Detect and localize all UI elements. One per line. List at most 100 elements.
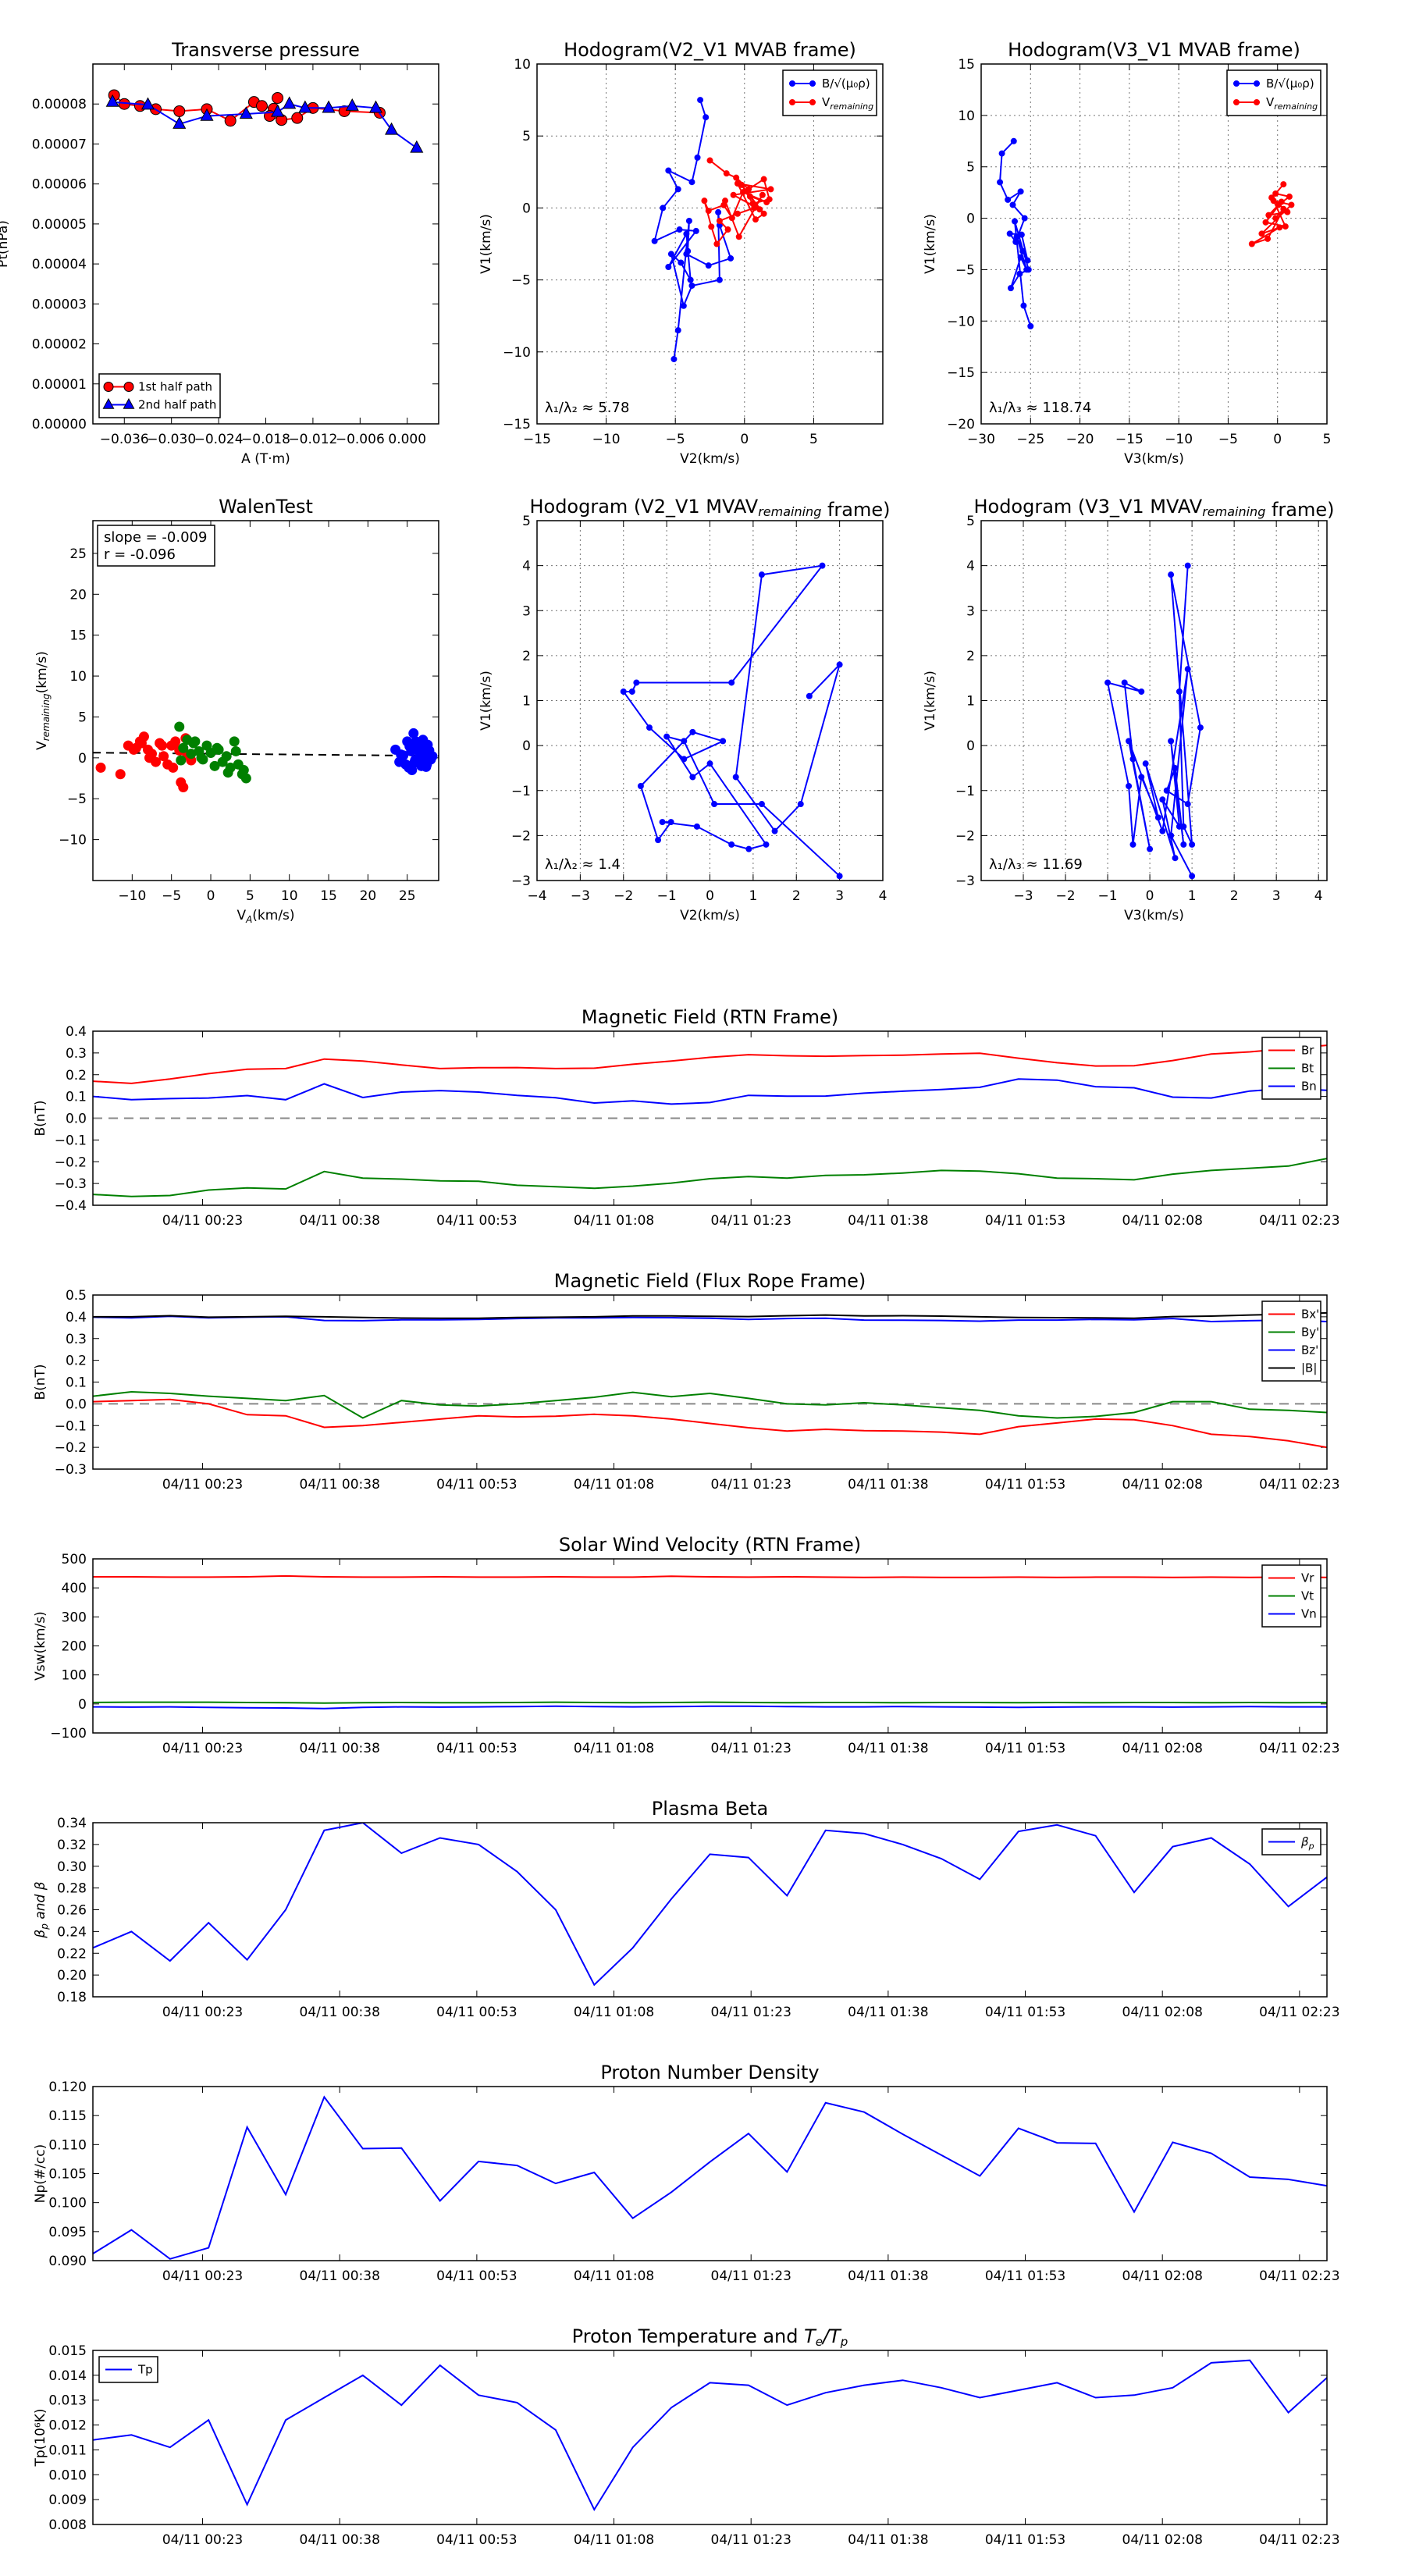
y-tick-label: 0 bbox=[522, 201, 531, 216]
chart-title: Magnetic Field (RTN Frame) bbox=[582, 1006, 838, 1028]
x-tick-label: 04/11 01:53 bbox=[985, 1213, 1065, 1229]
x-tick-label: 04/11 01:53 bbox=[985, 1477, 1065, 1493]
x-tick-label: 3 bbox=[835, 888, 844, 904]
data-point bbox=[1012, 238, 1019, 245]
data-point bbox=[209, 760, 220, 771]
chart-walen: −10 −5 0 5 10 15 20 25 −10 −5 0 5 10 15 20 25 WalenTest V… bbox=[34, 496, 439, 925]
data-point bbox=[998, 150, 1005, 157]
legend-label: 1st half path bbox=[138, 380, 212, 394]
chart-title: Hodogram(V3_V1 MVAB frame) bbox=[1008, 39, 1300, 61]
x-tick-label: 2 bbox=[792, 888, 801, 904]
data-point bbox=[689, 774, 696, 781]
data-point bbox=[1104, 679, 1112, 686]
data-point bbox=[670, 356, 678, 363]
x-tick-label: −0.006 bbox=[336, 432, 385, 447]
x-tick-label: 04/11 02:23 bbox=[1259, 2005, 1339, 2020]
y-tick-label: 0.28 bbox=[57, 1881, 87, 1897]
data-point bbox=[221, 751, 232, 762]
data-point bbox=[140, 97, 155, 110]
data-point bbox=[1017, 188, 1024, 195]
x-tick-label: 04/11 02:08 bbox=[1122, 1213, 1203, 1229]
y-tick-label: −0.3 bbox=[55, 1462, 87, 1478]
x-tick-label: 04/11 01:23 bbox=[711, 1477, 791, 1493]
x-tick-label: 04/11 00:53 bbox=[436, 1213, 517, 1229]
x-tick-label: 04/11 01:23 bbox=[711, 2268, 791, 2284]
data-point bbox=[1168, 832, 1175, 839]
y-tick-label: 0.015 bbox=[48, 2343, 87, 2359]
data-point bbox=[174, 721, 185, 732]
data-point bbox=[1017, 254, 1024, 261]
data-point bbox=[1138, 688, 1145, 695]
x-tick-label: 04/11 00:38 bbox=[300, 2005, 380, 2020]
y-tick-label: −20 bbox=[947, 417, 975, 432]
y-tick-label: 15 bbox=[69, 628, 87, 644]
y-tick-label: −5 bbox=[955, 262, 975, 278]
legend-marker bbox=[809, 99, 816, 105]
data-point bbox=[836, 873, 843, 880]
axes-frame bbox=[536, 520, 884, 881]
data-point bbox=[724, 226, 731, 233]
y-tick-label: 0.20 bbox=[57, 1968, 87, 1984]
data-point bbox=[105, 94, 119, 107]
data-point bbox=[689, 728, 696, 735]
data-point bbox=[1016, 270, 1023, 277]
data-point bbox=[298, 100, 312, 113]
data-point bbox=[1264, 235, 1272, 242]
data-point bbox=[730, 191, 737, 198]
y-tick-label: 400 bbox=[62, 1581, 87, 1596]
data-point bbox=[291, 112, 304, 124]
plot-area bbox=[93, 521, 439, 881]
data-point bbox=[1168, 738, 1175, 745]
data-point bbox=[1020, 302, 1027, 309]
y-axis-label: Np(#/cc) bbox=[33, 2144, 48, 2203]
data-point bbox=[1184, 801, 1191, 808]
x-tick-label: 04/11 00:23 bbox=[162, 2268, 243, 2284]
y-tick-label: 0.22 bbox=[57, 1946, 87, 1962]
legend-marker bbox=[1233, 99, 1240, 105]
data-point bbox=[694, 154, 701, 161]
y-axis-label: V1(km/s) bbox=[478, 214, 494, 274]
chart-beta: 04/11 00:23 04/11 00:38 04/11 00:53 04/11 0… bbox=[33, 1798, 1340, 2020]
data-point bbox=[1176, 688, 1183, 695]
legend-label: Bt bbox=[1301, 1062, 1314, 1076]
data-point bbox=[1270, 197, 1277, 205]
y-tick-label: −0.2 bbox=[55, 1155, 87, 1170]
data-point bbox=[222, 767, 233, 778]
axes-frame bbox=[92, 1294, 1328, 1470]
data-point bbox=[1142, 760, 1149, 767]
data-point bbox=[1154, 814, 1161, 821]
data-point bbox=[728, 679, 735, 686]
x-tick-label: 04/11 01:53 bbox=[985, 1741, 1065, 1756]
legend-label: Vn bbox=[1301, 1607, 1317, 1621]
data-point bbox=[1189, 841, 1196, 848]
data-point bbox=[651, 237, 658, 244]
axes-frame bbox=[92, 2350, 1328, 2525]
x-axis-label: V2(km/s) bbox=[680, 908, 740, 923]
y-tick-label: −1 bbox=[511, 784, 531, 799]
series-line-Bz' bbox=[93, 1315, 1327, 1323]
y-tick-label: 0 bbox=[522, 738, 531, 754]
data-point bbox=[705, 262, 712, 269]
y-tick-label: −100 bbox=[50, 1726, 87, 1742]
y-tick-label: 0.100 bbox=[48, 2196, 87, 2211]
x-tick-label: 0 bbox=[207, 888, 215, 904]
x-tick-label: 04/11 00:23 bbox=[162, 2005, 243, 2020]
data-point bbox=[322, 100, 336, 113]
chart-title: Magnetic Field (Flux Rope Frame) bbox=[554, 1270, 866, 1292]
y-tick-label: 0.00001 bbox=[32, 377, 87, 393]
y-tick-label: 5 bbox=[966, 514, 975, 529]
data-point bbox=[720, 738, 727, 745]
data-point bbox=[1121, 679, 1128, 686]
data-point bbox=[95, 762, 106, 773]
y-tick-label: 0.4 bbox=[66, 1024, 87, 1040]
y-tick-label: −5 bbox=[67, 792, 87, 807]
y-tick-label: 0.008 bbox=[48, 2517, 87, 2533]
chart-title: Hodogram (V3_V1 MVAVremaining frame) bbox=[973, 496, 1334, 521]
data-point bbox=[196, 753, 207, 763]
y-tick-label: 1 bbox=[966, 694, 975, 710]
data-point bbox=[1009, 201, 1016, 208]
data-point bbox=[1184, 666, 1191, 673]
x-tick-label: 0 bbox=[706, 888, 714, 904]
x-tick-label: 1 bbox=[749, 888, 757, 904]
